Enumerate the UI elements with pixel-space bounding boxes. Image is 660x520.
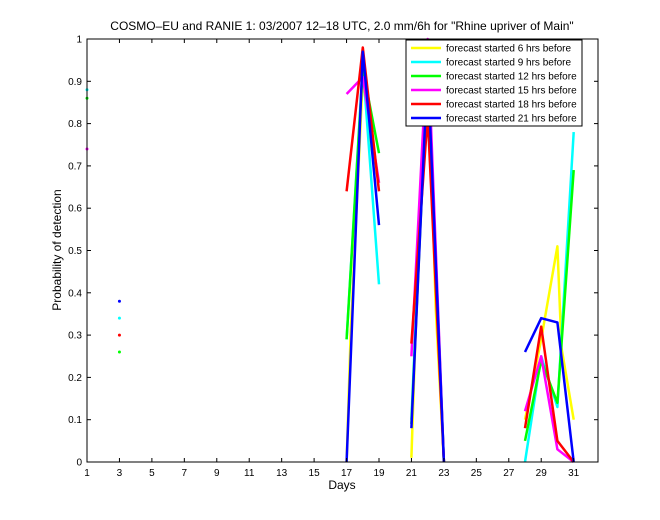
x-tick-label: 15 — [309, 468, 321, 479]
y-tick-label: 0.2 — [68, 373, 82, 384]
chart-title: COSMO–EU and RANIE 1: 03/2007 12–18 UTC,… — [110, 19, 573, 33]
series-line — [345, 46, 381, 192]
x-axis-label: Days — [328, 478, 355, 492]
y-tick-label: 0.9 — [68, 77, 82, 88]
legend-label: forecast started 21 hrs before — [446, 114, 577, 125]
x-tick-label: 7 — [182, 468, 188, 479]
y-tick-label: 1 — [76, 35, 82, 46]
series-point — [117, 333, 121, 337]
series-point — [117, 316, 121, 320]
x-tick-label: 21 — [406, 468, 418, 479]
x-tick-label: 23 — [438, 468, 450, 479]
legend-label: forecast started 6 hrs before — [446, 44, 572, 55]
series-line — [345, 50, 381, 463]
legend-label: forecast started 12 hrs before — [446, 72, 577, 83]
x-tick-label: 19 — [373, 468, 385, 479]
series-point — [117, 299, 121, 303]
x-tick-label: 11 — [244, 468, 255, 479]
series-line — [523, 316, 575, 463]
series-line — [523, 325, 575, 463]
y-tick-label: 0.4 — [68, 288, 82, 299]
y-axis-label: Probability of detection — [50, 189, 64, 310]
x-tick-label: 1 — [84, 468, 90, 479]
legend-label: forecast started 18 hrs before — [446, 100, 577, 111]
y-tick-label: 0.8 — [68, 119, 82, 130]
x-tick-label: 13 — [276, 468, 288, 479]
x-tick-label: 31 — [568, 468, 580, 479]
legend-label: forecast started 15 hrs before — [446, 86, 577, 97]
y-tick-label: 0 — [76, 458, 82, 469]
x-tick-label: 9 — [214, 468, 220, 479]
x-tick-label: 5 — [149, 468, 155, 479]
x-tick-label: 29 — [536, 468, 548, 479]
series-point — [117, 350, 121, 354]
x-tick-label: 3 — [117, 468, 123, 479]
tick-layer: 1 3 5 7 9 11 13 15 17 19 21 23 25 27 29 3100.10.20.30.4… — [68, 35, 598, 479]
y-tick-label: 0.3 — [68, 331, 82, 342]
y-tick-label: 0.5 — [68, 246, 82, 257]
legend-label: forecast started 9 hrs before — [446, 58, 572, 69]
y-tick-label: 0.1 — [68, 415, 82, 426]
y-tick-label: 0.6 — [68, 204, 82, 215]
x-tick-label: 17 — [341, 468, 353, 479]
legend-box — [405, 39, 583, 127]
y-tick-label: 0.7 — [68, 161, 82, 172]
legend: forecast started 6 hrs before forecast st… — [405, 39, 583, 127]
x-tick-label: 27 — [503, 468, 515, 479]
x-tick-label: 25 — [471, 468, 483, 479]
